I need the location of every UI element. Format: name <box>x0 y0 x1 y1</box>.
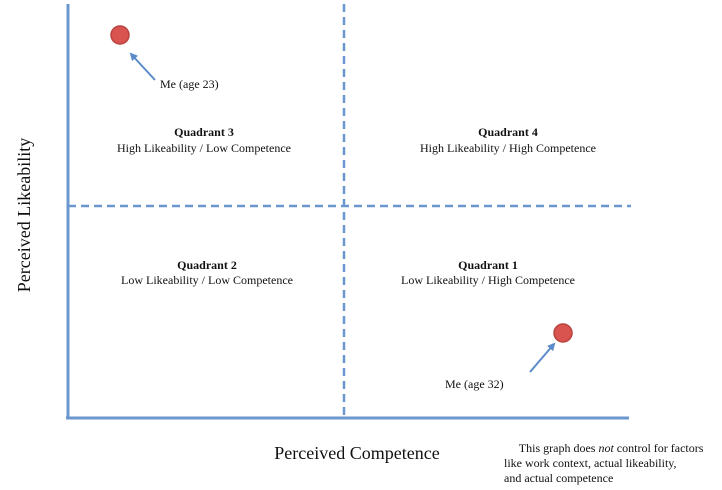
point-label: Me (age 32) <box>445 377 504 391</box>
note: and actual competence <box>504 471 613 485</box>
note: This graph does not control for factors <box>504 441 712 455</box>
note-emphasis: not <box>598 441 614 455</box>
point-arrow <box>529 342 556 373</box>
point-marker <box>553 323 573 343</box>
quadrant-subtitle: High Likeability / Low Competence <box>117 141 291 155</box>
point-arrow <box>129 52 156 81</box>
quadrant-title: Quadrant 3 <box>174 125 234 139</box>
quadrant-subtitle: High Likeability / High Competence <box>420 141 596 155</box>
quadrant-subtitle: Low Likeability / Low Competence <box>121 273 293 287</box>
x-axis-label: Perceived Competence <box>274 443 439 463</box>
note: like work context, actual likeability, <box>504 456 677 470</box>
point-marker <box>110 25 130 45</box>
note-text: This graph does <box>519 441 599 455</box>
point-label: Me (age 23) <box>160 77 219 91</box>
quadrant-title: Quadrant 1 <box>458 258 518 272</box>
y-axis-label: Perceived Likeability <box>14 138 34 292</box>
quadrant-title: Quadrant 4 <box>478 125 538 139</box>
quadrant-title: Quadrant 2 <box>177 258 237 272</box>
note-text: control for factors <box>614 441 704 455</box>
quadrant-subtitle: Low Likeability / High Competence <box>401 273 575 287</box>
